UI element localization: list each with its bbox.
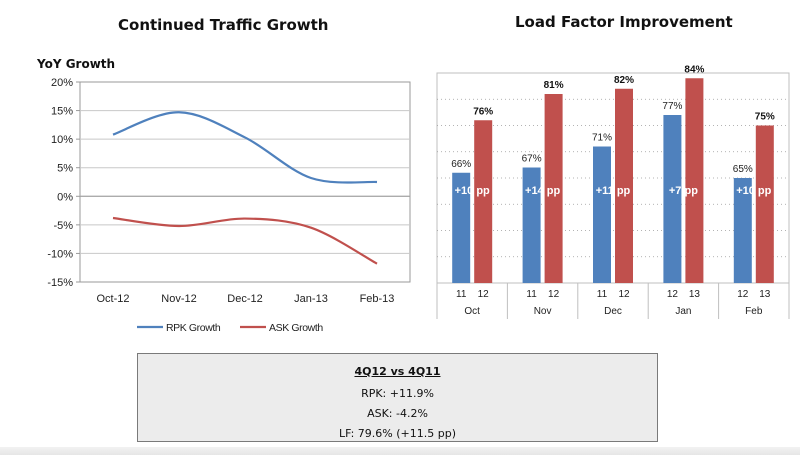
line-chart-title: Continued Traffic Growth (118, 16, 329, 34)
legend-label: RPK Growth (166, 322, 221, 334)
month-label: Dec (604, 306, 622, 317)
y-tick-label: 5% (57, 163, 73, 175)
x-tick-label: Nov-12 (161, 293, 196, 305)
bar-prev-year (593, 146, 611, 283)
bar-curr-year-label: 12 (548, 289, 560, 300)
bar-curr-year (685, 78, 704, 283)
delta-label: +14 pp (525, 185, 560, 197)
delta-label: +10 pp (736, 185, 771, 197)
x-tick-label: Dec-12 (227, 293, 262, 305)
bar-curr-value-label: 81% (544, 80, 564, 91)
bar-prev-value-label: 66% (451, 159, 471, 170)
bar-prev-year (733, 178, 752, 283)
line-chart-y-axis-label: YoY Growth (37, 57, 116, 71)
y-tick-label: 15% (51, 106, 73, 118)
delta-label: +10 pp (455, 185, 490, 197)
bar-curr-year-label: 13 (759, 289, 771, 300)
bar-curr-year (544, 94, 563, 283)
bar-prev-value-label: 65% (733, 164, 753, 175)
month-label: Nov (534, 306, 552, 317)
bar-curr-year-label: 12 (478, 289, 490, 300)
y-tick-label: -5% (53, 220, 73, 232)
legend-label: ASK Growth (269, 322, 323, 334)
summary-ask: ASK: -4.2% (367, 407, 428, 420)
x-tick-label: Oct-12 (96, 293, 129, 305)
bar-prev-year (522, 167, 541, 283)
bar-curr-year-label: 13 (689, 289, 701, 300)
summary-rpk: RPK: +11.9% (361, 387, 434, 400)
bar-curr-value-label: 76% (473, 106, 493, 117)
summary-box: 4Q12 vs 4Q11 RPK: +11.9% ASK: -4.2% LF: … (137, 353, 658, 442)
x-tick-label: Jan-13 (294, 293, 328, 305)
bar-curr-year (755, 125, 774, 283)
y-tick-label: 10% (51, 134, 73, 146)
ask-growth-line (112, 216, 378, 265)
bar-prev-year-label: 11 (526, 289, 537, 300)
bar-curr-value-label: 75% (755, 112, 775, 123)
bar-curr-value-label: 82% (614, 75, 634, 86)
month-label: Jan (675, 306, 691, 317)
y-tick-label: -10% (47, 248, 73, 260)
rpk-growth-line (112, 111, 378, 184)
bar-curr-year (615, 88, 633, 283)
line-plot-frame (79, 81, 411, 283)
bar-curr-year-label: 12 (618, 289, 630, 300)
bar-prev-year-label: 12 (667, 289, 679, 300)
y-tick-label: -15% (47, 277, 73, 289)
summary-heading: 4Q12 vs 4Q11 (354, 365, 441, 378)
bar-prev-year-label: 11 (597, 289, 608, 300)
line-chart: 20% 15% 10% 5% 0% -5% -10% -15% Oct-12 Nov-12 Dec-… (47, 77, 411, 334)
footer-divider (0, 447, 800, 455)
bar-prev-year (452, 172, 471, 283)
bar-prev-value-label: 71% (592, 133, 612, 144)
bar-chart: 66% 76% +10 pp 11 12 Oct 67% 81% +14 pp 11 12 Nov 71… (436, 64, 790, 319)
y-tick-label: 0% (57, 191, 73, 203)
bar-prev-value-label: 77% (662, 101, 682, 112)
bar-prev-year-label: 11 (456, 289, 467, 300)
bar-prev-year-label: 12 (737, 289, 749, 300)
y-tick-label: 20% (51, 77, 73, 89)
bar-prev-year (663, 115, 682, 283)
month-label: Oct (464, 306, 480, 317)
month-label: Feb (745, 306, 763, 317)
bar-curr-value-label: 84% (684, 64, 704, 75)
delta-label: +11 pp (596, 185, 631, 197)
x-tick-label: Feb-13 (360, 293, 395, 305)
bar-chart-title: Load Factor Improvement (515, 13, 733, 31)
summary-lf: LF: 79.6% (+11.5 pp) (339, 427, 456, 440)
bar-curr-year (474, 120, 493, 283)
delta-label: +7 pp (669, 185, 698, 197)
bar-prev-value-label: 67% (522, 154, 542, 165)
